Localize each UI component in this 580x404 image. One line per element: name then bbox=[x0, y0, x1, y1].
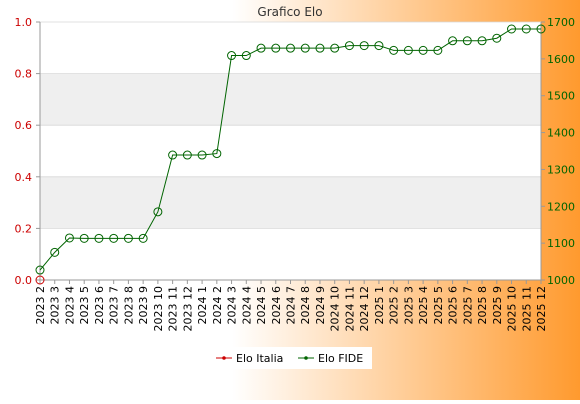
data-point bbox=[492, 33, 502, 43]
data-point bbox=[359, 41, 369, 51]
legend-label-elo-italia: Elo Italia bbox=[236, 352, 283, 365]
data-point bbox=[94, 233, 104, 243]
right-tick-label: 1300 bbox=[547, 163, 575, 176]
x-tick-label: 2025 8 bbox=[476, 286, 489, 325]
data-point bbox=[153, 207, 163, 217]
x-tick-label: 2024 11 bbox=[343, 286, 356, 332]
series-line-1 bbox=[39, 28, 541, 271]
x-tick-label: 2024 7 bbox=[285, 286, 298, 325]
x-tick-label: 2024 6 bbox=[270, 286, 283, 325]
x-tick-label: 2024 1 bbox=[196, 286, 209, 325]
right-tick-label: 1400 bbox=[547, 127, 575, 140]
x-tick-label: 2024 10 bbox=[329, 286, 342, 332]
data-point bbox=[433, 45, 443, 55]
legend-dot-elo-italia bbox=[222, 356, 226, 360]
x-tick-label: 2025 6 bbox=[447, 286, 460, 325]
data-point bbox=[109, 233, 119, 243]
plot-area bbox=[40, 22, 541, 280]
x-tick-label: 2025 1 bbox=[373, 286, 386, 325]
x-tick-label: 2023 6 bbox=[93, 286, 106, 325]
x-tick-label: 2023 11 bbox=[167, 286, 180, 332]
right-tick-label: 1600 bbox=[547, 53, 575, 66]
data-point bbox=[212, 149, 222, 159]
x-tick-label: 2023 10 bbox=[152, 286, 165, 332]
data-point bbox=[344, 41, 354, 51]
x-tick-label: 2024 12 bbox=[358, 286, 371, 332]
left-tick-label: 0.6 bbox=[15, 119, 33, 132]
grid-band bbox=[40, 73, 541, 126]
right-tick-label: 1500 bbox=[547, 90, 575, 103]
data-point bbox=[35, 265, 45, 275]
data-point bbox=[227, 51, 237, 61]
data-point bbox=[138, 233, 148, 243]
data-point bbox=[315, 43, 325, 53]
x-tick-label: 2024 5 bbox=[255, 286, 268, 325]
data-point bbox=[448, 36, 458, 46]
data-point bbox=[123, 233, 133, 243]
right-tick-label: 1100 bbox=[547, 237, 575, 250]
data-point bbox=[286, 43, 295, 53]
right-tick-label: 1200 bbox=[547, 200, 575, 213]
x-tick-label: 2024 3 bbox=[226, 286, 239, 325]
x-tick-label: 2023 9 bbox=[137, 286, 150, 325]
data-point bbox=[79, 233, 89, 243]
data-point bbox=[507, 24, 517, 34]
data-point bbox=[374, 41, 384, 51]
data-point bbox=[64, 233, 74, 243]
x-tick-label: 2025 2 bbox=[388, 286, 401, 325]
data-point bbox=[521, 24, 531, 34]
data-point bbox=[403, 45, 413, 55]
left-tick-label: 0.0 bbox=[15, 274, 33, 287]
data-point bbox=[168, 150, 178, 160]
x-tick-label: 2024 2 bbox=[211, 286, 224, 325]
x-tick-label: 2023 4 bbox=[63, 286, 76, 325]
data-point bbox=[197, 150, 207, 160]
x-tick-label: 2025 5 bbox=[432, 286, 445, 325]
x-tick-label: 2023 7 bbox=[108, 286, 121, 325]
x-tick-label: 2025 10 bbox=[506, 286, 519, 332]
data-point bbox=[477, 36, 487, 46]
data-point bbox=[182, 150, 192, 160]
data-point bbox=[300, 43, 310, 53]
data-point bbox=[462, 36, 472, 46]
x-tick-label: 2025 9 bbox=[491, 286, 504, 325]
x-tick-label: 2025 7 bbox=[461, 286, 474, 325]
data-point bbox=[241, 51, 251, 61]
x-tick-label: 2025 12 bbox=[535, 286, 548, 332]
data-point bbox=[271, 43, 281, 53]
x-tick-label: 2025 4 bbox=[417, 286, 430, 325]
x-tick-label: 2025 3 bbox=[402, 286, 415, 325]
right-tick-label: 1000 bbox=[547, 274, 575, 287]
data-point bbox=[256, 43, 266, 53]
x-tick-label: 2024 8 bbox=[299, 286, 312, 325]
x-tick-label: 2024 4 bbox=[240, 286, 253, 325]
x-tick-label: 2023 5 bbox=[78, 286, 91, 325]
chart-title: Grafico Elo bbox=[257, 5, 322, 19]
legend-box bbox=[210, 347, 372, 369]
data-point bbox=[35, 275, 45, 285]
legend-dot-elo-fide bbox=[304, 356, 308, 360]
x-tick-label: 2023 3 bbox=[49, 286, 62, 325]
legend: Elo Italia Elo FIDE bbox=[210, 347, 372, 369]
data-point bbox=[536, 24, 546, 34]
left-tick-label: 0.8 bbox=[15, 68, 33, 81]
x-tick-label: 2025 11 bbox=[520, 286, 533, 332]
left-tick-label: 0.2 bbox=[15, 222, 33, 235]
data-point bbox=[418, 45, 428, 55]
data-point bbox=[389, 45, 399, 55]
left-tick-label: 0.4 bbox=[15, 171, 33, 184]
x-tick-label: 2024 9 bbox=[314, 286, 327, 325]
data-point bbox=[50, 247, 60, 257]
data-point bbox=[330, 43, 340, 53]
legend-label-elo-fide: Elo FIDE bbox=[318, 352, 363, 365]
right-tick-label: 1700 bbox=[547, 16, 575, 29]
grid-band bbox=[40, 176, 541, 229]
x-tick-label: 2023 12 bbox=[181, 286, 194, 332]
x-tick-label: 2023 8 bbox=[122, 286, 135, 325]
x-tick-label: 2023 2 bbox=[34, 286, 47, 325]
left-tick-label: 1.0 bbox=[15, 16, 33, 29]
